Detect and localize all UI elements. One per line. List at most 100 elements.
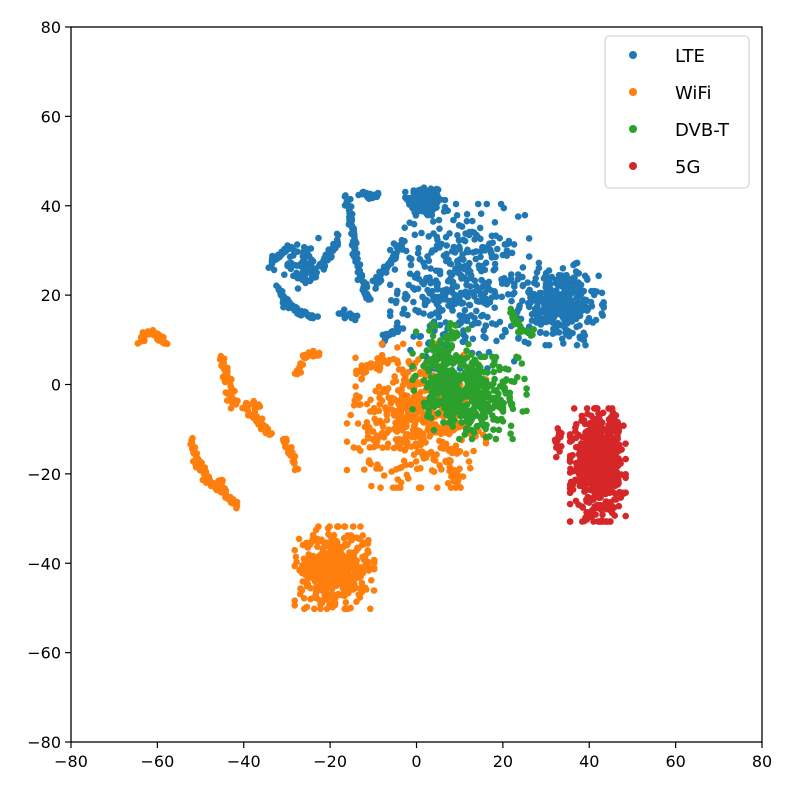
- wifi-point: [350, 444, 358, 451]
- wifi-point: [300, 555, 308, 563]
- lte-point: [472, 282, 480, 290]
- lte-point: [269, 252, 276, 260]
- 5g-point: [581, 420, 589, 428]
- lte-point: [432, 267, 440, 275]
- lte-point: [500, 274, 508, 282]
- lte-point: [426, 208, 434, 216]
- 5g-point: [598, 517, 606, 524]
- lte-point: [335, 310, 343, 317]
- wifi-point: [329, 559, 337, 567]
- 5g-point: [612, 496, 620, 503]
- wifi-point: [357, 447, 364, 455]
- lte-point: [425, 257, 433, 265]
- wifi-point: [342, 585, 350, 592]
- lte-point: [575, 293, 582, 300]
- wifi-point: [375, 383, 383, 391]
- wifi-point: [363, 400, 371, 408]
- dvb-t-point: [477, 415, 485, 423]
- wifi-point: [399, 366, 406, 373]
- dvb-t-point: [468, 397, 476, 405]
- lte-point: [408, 196, 416, 203]
- lte-point: [581, 272, 589, 280]
- lte-point: [461, 237, 469, 245]
- 5g-point: [553, 453, 560, 461]
- dvb-t-point: [410, 387, 418, 394]
- wifi-point: [255, 401, 262, 408]
- 5g-point: [614, 471, 622, 479]
- wifi-point: [350, 402, 358, 409]
- lte-point: [362, 284, 369, 292]
- dvb-t-point: [436, 387, 444, 395]
- lte-point: [414, 196, 421, 203]
- lte-point: [429, 203, 437, 210]
- lte-point: [396, 325, 404, 332]
- wifi-point: [373, 432, 381, 440]
- dvb-t-point: [433, 357, 440, 364]
- wifi-point: [380, 472, 388, 479]
- wifi-point: [470, 447, 477, 455]
- wifi-point: [357, 523, 364, 530]
- wifi-point: [404, 415, 412, 422]
- 5g-point: [566, 469, 574, 476]
- wifi-point: [318, 599, 326, 607]
- wifi-point: [412, 458, 420, 465]
- y-tick-label: −60: [27, 644, 61, 663]
- wifi-point: [400, 457, 408, 465]
- legend-marker-5g: [629, 162, 637, 170]
- lte-point: [450, 243, 458, 251]
- dvb-t-point: [446, 392, 454, 399]
- wifi-point: [317, 579, 325, 586]
- dvb-t-point: [523, 385, 530, 392]
- lte-point: [484, 313, 491, 321]
- wifi-point: [349, 586, 357, 593]
- wifi-point: [352, 354, 359, 362]
- dvb-t-point: [482, 433, 490, 441]
- legend-marker-dvb-t: [629, 125, 637, 133]
- lte-point: [527, 299, 535, 306]
- 5g-point: [577, 455, 584, 463]
- wifi-point: [314, 535, 321, 543]
- dvb-t-point: [503, 376, 510, 383]
- dvb-t-point: [491, 375, 498, 383]
- dvb-t-point: [435, 347, 443, 354]
- lte-point: [485, 348, 493, 356]
- lte-point: [411, 231, 419, 239]
- 5g-point: [591, 415, 598, 423]
- wifi-point: [228, 376, 235, 383]
- lte-point: [560, 340, 567, 347]
- wifi-point: [369, 362, 377, 370]
- dvb-t-point: [463, 427, 470, 435]
- 5g-point: [572, 443, 580, 451]
- lte-point: [456, 246, 464, 253]
- 5g-point: [605, 453, 612, 461]
- wifi-point: [381, 385, 389, 393]
- wifi-point: [360, 566, 367, 573]
- lte-point: [501, 326, 509, 334]
- wifi-point: [351, 573, 358, 580]
- wifi-point: [393, 398, 401, 405]
- lte-point: [412, 207, 419, 215]
- dvb-t-point: [409, 363, 416, 370]
- wifi-point: [397, 484, 404, 492]
- lte-point: [423, 274, 430, 282]
- wifi-point: [371, 415, 379, 423]
- dvb-t-point: [472, 409, 480, 417]
- x-tick-label: 20: [493, 752, 513, 771]
- lte-point: [537, 289, 545, 297]
- lte-point: [463, 276, 471, 284]
- 5g-point: [599, 511, 606, 518]
- dvb-t-point: [496, 363, 503, 371]
- dvb-t-point: [507, 422, 515, 430]
- wifi-point: [453, 479, 460, 486]
- lte-point: [575, 279, 582, 286]
- lte-point: [550, 325, 557, 333]
- lte-point: [463, 210, 471, 218]
- lte-point: [420, 199, 428, 206]
- dvb-t-point: [443, 405, 450, 413]
- lte-point: [477, 292, 485, 299]
- lte-point: [519, 273, 526, 281]
- wifi-point: [312, 593, 319, 601]
- lte-point: [549, 330, 556, 338]
- dvb-t-point: [458, 419, 465, 426]
- lte-point: [412, 201, 420, 209]
